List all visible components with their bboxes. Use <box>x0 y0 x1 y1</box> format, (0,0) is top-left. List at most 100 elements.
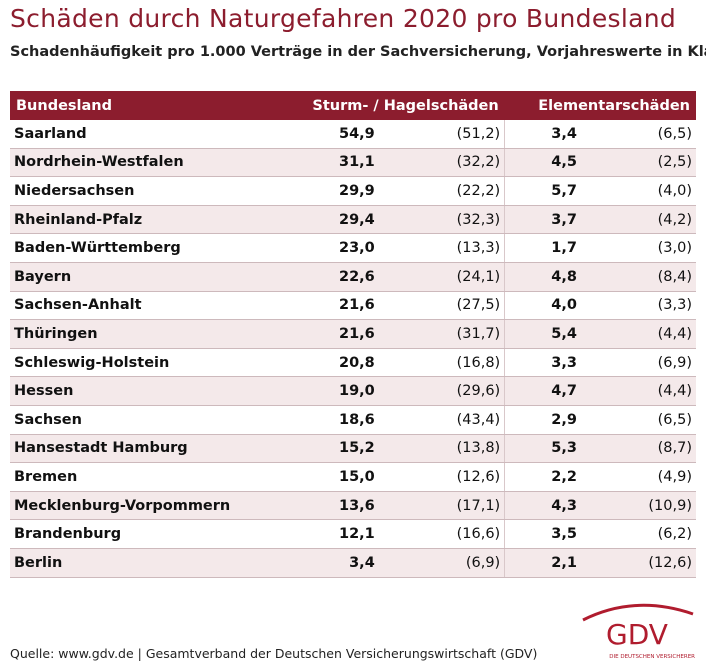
column-header: Sturm- / Hagelschäden <box>273 91 505 120</box>
previous-value: (51,2) <box>378 120 505 149</box>
state-name: Berlin <box>10 548 273 578</box>
table-row: Sachsen 18,6 (43,4) 2,9 (6,5) <box>10 405 696 435</box>
previous-value: (32,2) <box>378 148 505 178</box>
value: 1,7 <box>504 233 581 263</box>
logo: GDV DIE DEUTSCHEN VERSICHERER <box>582 603 695 660</box>
value: 15,0 <box>273 462 379 492</box>
value: 4,3 <box>504 491 581 521</box>
previous-value: (6,5) <box>580 120 696 149</box>
previous-value: (43,4) <box>378 405 505 435</box>
table-row: Bayern 22,6 (24,1) 4,8 (8,4) <box>10 262 696 292</box>
table-row: Mecklenburg-Vorpommern 13,6 (17,1) 4,3 (10,9… <box>10 491 696 521</box>
table-row: Berlin 3,4 (6,9) 2,1 (12,6) <box>10 548 696 578</box>
previous-value: (27,5) <box>378 291 505 321</box>
value: 21,6 <box>273 291 379 321</box>
value: 4,5 <box>504 148 581 178</box>
value: 3,5 <box>504 519 581 549</box>
value: 13,6 <box>273 491 379 521</box>
value: 3,4 <box>273 548 379 578</box>
table-row: Thüringen 21,6 (31,7) 5,4 (4,4) <box>10 319 696 349</box>
logo-tagline: DIE DEUTSCHEN VERSICHERER <box>609 654 695 660</box>
table-row: Rheinland-Pfalz 29,4 (32,3) 3,7 (4,2) <box>10 205 696 235</box>
value: 2,9 <box>504 405 581 435</box>
state-name: Mecklenburg-Vorpommern <box>10 491 273 521</box>
value: 54,9 <box>273 120 379 149</box>
previous-value: (13,8) <box>378 434 505 464</box>
state-name: Baden-Württemberg <box>10 233 273 263</box>
subtitle: Schadenhäufigkeit pro 1.000 Verträge in … <box>10 44 706 60</box>
value: 29,4 <box>273 205 379 235</box>
logo-text: GDV <box>606 618 668 651</box>
state-name: Sachsen-Anhalt <box>10 291 273 321</box>
previous-value: (3,3) <box>580 291 696 321</box>
previous-value: (31,7) <box>378 319 505 349</box>
state-name: Hansestadt Hamburg <box>10 434 273 464</box>
value: 2,1 <box>504 548 581 578</box>
previous-value: (4,2) <box>580 205 696 235</box>
state-name: Sachsen <box>10 405 273 435</box>
value: 5,3 <box>504 434 581 464</box>
previous-value: (4,4) <box>580 376 696 406</box>
value: 19,0 <box>273 376 379 406</box>
value: 5,7 <box>504 176 581 206</box>
state-name: Niedersachsen <box>10 176 273 206</box>
source: Quelle: www.gdv.de | Gesamtverband der D… <box>10 646 538 661</box>
value: 22,6 <box>273 262 379 292</box>
state-name: Bremen <box>10 462 273 492</box>
value: 23,0 <box>273 233 379 263</box>
previous-value: (12,6) <box>378 462 505 492</box>
value: 21,6 <box>273 319 379 349</box>
value: 15,2 <box>273 434 379 464</box>
previous-value: (6,5) <box>580 405 696 435</box>
column-header: Elementarschäden <box>504 91 696 120</box>
previous-value: (6,9) <box>378 548 505 578</box>
state-name: Hessen <box>10 376 273 406</box>
table-row: Hessen 19,0 (29,6) 4,7 (4,4) <box>10 376 696 406</box>
previous-value: (6,9) <box>580 348 696 378</box>
state-name: Nordrhein-Westfalen <box>10 148 273 178</box>
table-body: Saarland 54,9 (51,2) 3,4 (6,5) Nordrhein-West… <box>10 120 696 578</box>
header-row: Bundesland Sturm- / Hagelschäden Element… <box>10 91 696 120</box>
table-row: Niedersachsen 29,9 (22,2) 5,7 (4,0) <box>10 176 696 206</box>
table-row: Schleswig-Holstein 20,8 (16,8) 3,3 (6,9) <box>10 348 696 378</box>
state-name: Saarland <box>10 120 273 149</box>
previous-value: (16,8) <box>378 348 505 378</box>
table-row: Brandenburg 12,1 (16,6) 3,5 (6,2) <box>10 519 696 549</box>
state-name: Brandenburg <box>10 519 273 549</box>
value: 12,1 <box>273 519 379 549</box>
previous-value: (29,6) <box>378 376 505 406</box>
table-row: Hansestadt Hamburg 15,2 (13,8) 5,3 (8,7) <box>10 434 696 464</box>
value: 4,0 <box>504 291 581 321</box>
previous-value: (8,7) <box>580 434 696 464</box>
value: 3,3 <box>504 348 581 378</box>
previous-value: (4,0) <box>580 176 696 206</box>
value: 29,9 <box>273 176 379 206</box>
previous-value: (12,6) <box>580 548 696 578</box>
previous-value: (6,2) <box>580 519 696 549</box>
logo-arc <box>582 603 694 622</box>
previous-value: (16,6) <box>378 519 505 549</box>
previous-value: (13,3) <box>378 233 505 263</box>
value: 4,7 <box>504 376 581 406</box>
state-name: Thüringen <box>10 319 273 349</box>
value: 5,4 <box>504 319 581 349</box>
state-name: Bayern <box>10 262 273 292</box>
previous-value: (3,0) <box>580 233 696 263</box>
previous-value: (32,3) <box>378 205 505 235</box>
previous-value: (22,2) <box>378 176 505 206</box>
value: 3,4 <box>504 120 581 149</box>
previous-value: (24,1) <box>378 262 505 292</box>
previous-value: (4,4) <box>580 319 696 349</box>
column-header: Bundesland <box>10 91 273 120</box>
table-row: Bremen 15,0 (12,6) 2,2 (4,9) <box>10 462 696 492</box>
previous-value: (17,1) <box>378 491 505 521</box>
table: Bundesland Sturm- / Hagelschäden Element… <box>10 91 696 578</box>
state-name: Rheinland-Pfalz <box>10 205 273 235</box>
previous-value: (2,5) <box>580 148 696 178</box>
state-name: Schleswig-Holstein <box>10 348 273 378</box>
table-row: Saarland 54,9 (51,2) 3,4 (6,5) <box>10 120 696 149</box>
table-row: Nordrhein-Westfalen 31,1 (32,2) 4,5 (2,5) <box>10 148 696 178</box>
value: 3,7 <box>504 205 581 235</box>
table-row: Sachsen-Anhalt 21,6 (27,5) 4,0 (3,3) <box>10 291 696 321</box>
